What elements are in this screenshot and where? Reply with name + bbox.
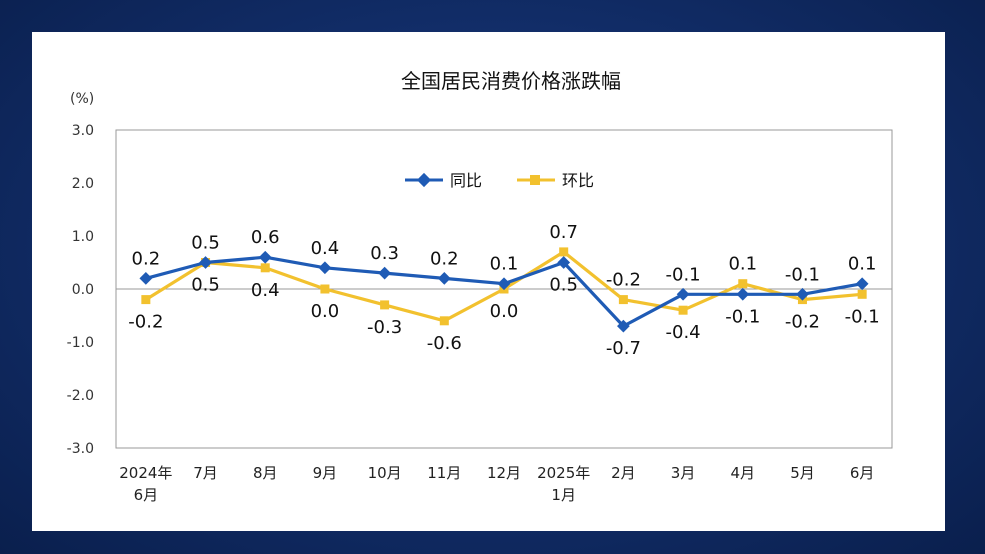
- x-tick-label: 9月: [313, 464, 338, 482]
- data-label-yoy: 0.5: [191, 233, 220, 254]
- point-mom: [260, 263, 270, 273]
- y-tick-label: -1.0: [67, 335, 94, 351]
- point-yoy: [258, 250, 272, 264]
- point-yoy: [378, 266, 391, 280]
- x-tick-label: 3月: [671, 464, 696, 482]
- x-tick-label: 6月: [134, 486, 159, 504]
- data-labels: 0.2 -0.2 0.5 0.5 0.6 0.4 0.4 0.0 0.3 -0.3 0.2 -0.6 0…: [128, 222, 879, 359]
- y-tick-label: 1.0: [72, 229, 94, 245]
- chart-panel: 全国居民消费价格涨跌幅 (%) 3.0 2.0 1.0 0.0 -1.0 -2.0 -3.0…: [32, 32, 945, 531]
- data-label-mom: -0.3: [367, 317, 402, 338]
- x-tick-label: 6月: [850, 464, 875, 482]
- data-label-mom: -0.1: [845, 306, 880, 327]
- data-label-yoy: 0.4: [311, 238, 340, 259]
- legend-item-yoy: 同比: [405, 171, 482, 190]
- data-label-mom: -0.6: [427, 333, 462, 354]
- point-yoy: [437, 272, 451, 285]
- data-label-yoy: -0.1: [785, 264, 820, 285]
- data-label-yoy: 0.3: [370, 243, 399, 264]
- point-mom: [141, 295, 151, 305]
- line-chart: 全国居民消费价格涨跌幅 (%) 3.0 2.0 1.0 0.0 -1.0 -2.0 -3.0…: [67, 69, 893, 504]
- point-yoy: [318, 261, 332, 275]
- x-tick-label: 7月: [193, 464, 218, 482]
- x-tick-label: 2024年: [119, 464, 172, 482]
- legend-marker-mom: [530, 175, 540, 185]
- data-label-mom: -0.4: [666, 322, 701, 343]
- point-mom: [439, 316, 449, 326]
- x-tick-label: 8月: [253, 464, 278, 482]
- data-label-mom: 0.4: [251, 280, 280, 301]
- point-mom: [678, 305, 688, 315]
- data-label-mom: 0.7: [549, 222, 578, 243]
- x-tick-label: 11月: [427, 464, 461, 482]
- x-tick-label: 2025年: [537, 464, 590, 482]
- point-yoy: [676, 287, 690, 301]
- data-label-mom: 0.0: [311, 301, 340, 322]
- legend-marker-yoy: [416, 172, 432, 188]
- chart-title: 全国居民消费价格涨跌幅: [401, 69, 621, 93]
- x-tick-label: 4月: [730, 464, 755, 482]
- x-tick-label: 10月: [368, 464, 402, 482]
- point-mom: [738, 279, 748, 289]
- data-label-yoy: 0.2: [132, 248, 161, 269]
- x-tick-label: 12月: [487, 464, 521, 482]
- x-tick-label: 5月: [790, 464, 815, 482]
- point-yoy: [199, 256, 212, 269]
- data-label-mom: 0.5: [191, 275, 220, 296]
- data-label-mom: -0.2: [128, 312, 163, 333]
- y-tick-label: -3.0: [67, 441, 94, 457]
- x-tick-label: 2月: [611, 464, 636, 482]
- point-yoy: [855, 277, 869, 291]
- data-label-mom: 0.1: [728, 254, 757, 275]
- data-label-yoy: 0.5: [549, 275, 578, 296]
- point-mom: [559, 247, 569, 257]
- point-mom: [380, 300, 390, 310]
- data-label-mom: 0.0: [490, 301, 519, 322]
- point-mom: [857, 289, 867, 299]
- y-axis-unit: (%): [70, 91, 94, 107]
- data-label-yoy: 0.1: [490, 254, 519, 275]
- data-label-yoy: 0.2: [430, 248, 459, 269]
- point-yoy: [736, 287, 750, 301]
- legend: 同比 环比: [405, 171, 594, 190]
- y-tick-label: 2.0: [72, 176, 94, 192]
- data-label-yoy: -0.1: [666, 264, 701, 285]
- x-tick-label: 1月: [551, 486, 576, 504]
- data-label-mom: -0.2: [606, 270, 641, 291]
- data-label-yoy: -0.7: [606, 338, 641, 359]
- y-axis-ticks: 3.0 2.0 1.0 0.0 -1.0 -2.0 -3.0: [67, 123, 94, 457]
- y-tick-label: 3.0: [72, 123, 94, 139]
- y-tick-label: -2.0: [67, 388, 94, 404]
- point-mom: [320, 284, 330, 294]
- data-label-mom: -0.2: [785, 312, 820, 333]
- y-tick-label: 0.0: [72, 282, 94, 298]
- data-label-yoy: 0.1: [848, 254, 877, 275]
- x-axis-labels: 2024年 6月 7月 8月 9月 10月 11月 12月 2025年 1月 2月 3月 4月 5月 6月: [119, 464, 874, 504]
- point-yoy: [139, 272, 153, 285]
- data-label-yoy: -0.1: [725, 306, 760, 327]
- data-label-yoy: 0.6: [251, 227, 280, 248]
- point-mom: [618, 295, 628, 305]
- legend-label-yoy: 同比: [450, 171, 482, 190]
- point-yoy: [497, 277, 511, 291]
- legend-item-mom: 环比: [517, 171, 594, 190]
- legend-label-mom: 环比: [562, 171, 594, 190]
